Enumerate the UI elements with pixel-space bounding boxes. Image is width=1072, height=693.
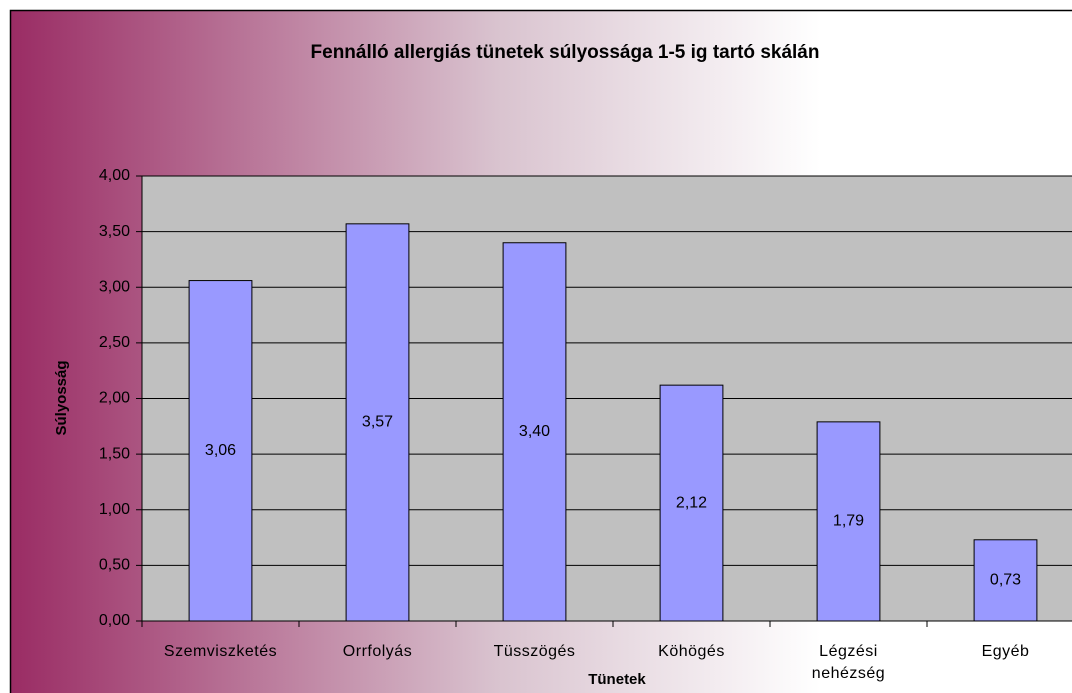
x-tick-label: Légzési nehézség (811, 643, 886, 682)
y-tick-label: 3,50 (99, 223, 130, 240)
y-tick-label: 3,00 (99, 278, 130, 295)
data-label: 3,57 (362, 414, 393, 431)
x-tick-label: Orrfolyás (342, 643, 413, 660)
bar (659, 384, 724, 622)
y-tick-label: 0,00 (99, 612, 130, 629)
x-tick-label: Egyéb (981, 643, 1030, 660)
x-tick-label: Köhögés (658, 643, 725, 660)
bar (816, 421, 881, 622)
data-label: 1,79 (833, 513, 864, 530)
bar (345, 223, 410, 622)
y-tick-label: 2,00 (99, 390, 130, 407)
y-tick-label: 2,50 (99, 334, 130, 351)
y-axis-title: Súlyosság (53, 360, 70, 435)
bar (973, 539, 1038, 622)
x-tick-label: Szemviszketés (163, 643, 278, 660)
data-label: 3,06 (205, 442, 236, 459)
x-tick-label: Tüsszögés (493, 643, 576, 660)
y-tick-label: 1,50 (99, 445, 130, 462)
x-axis-title: Tünetek (588, 671, 646, 688)
y-tick-label: 4,00 (99, 167, 130, 184)
bar (188, 280, 253, 622)
chart-title: Fennálló allergiás tünetek súlyossága 1-… (311, 42, 820, 63)
bar (502, 242, 567, 622)
y-tick-label: 0,50 (99, 557, 130, 574)
data-label: 2,12 (676, 494, 707, 511)
data-label: 0,73 (990, 572, 1021, 589)
data-label: 3,40 (519, 423, 550, 440)
y-tick-label: 1,00 (99, 501, 130, 518)
